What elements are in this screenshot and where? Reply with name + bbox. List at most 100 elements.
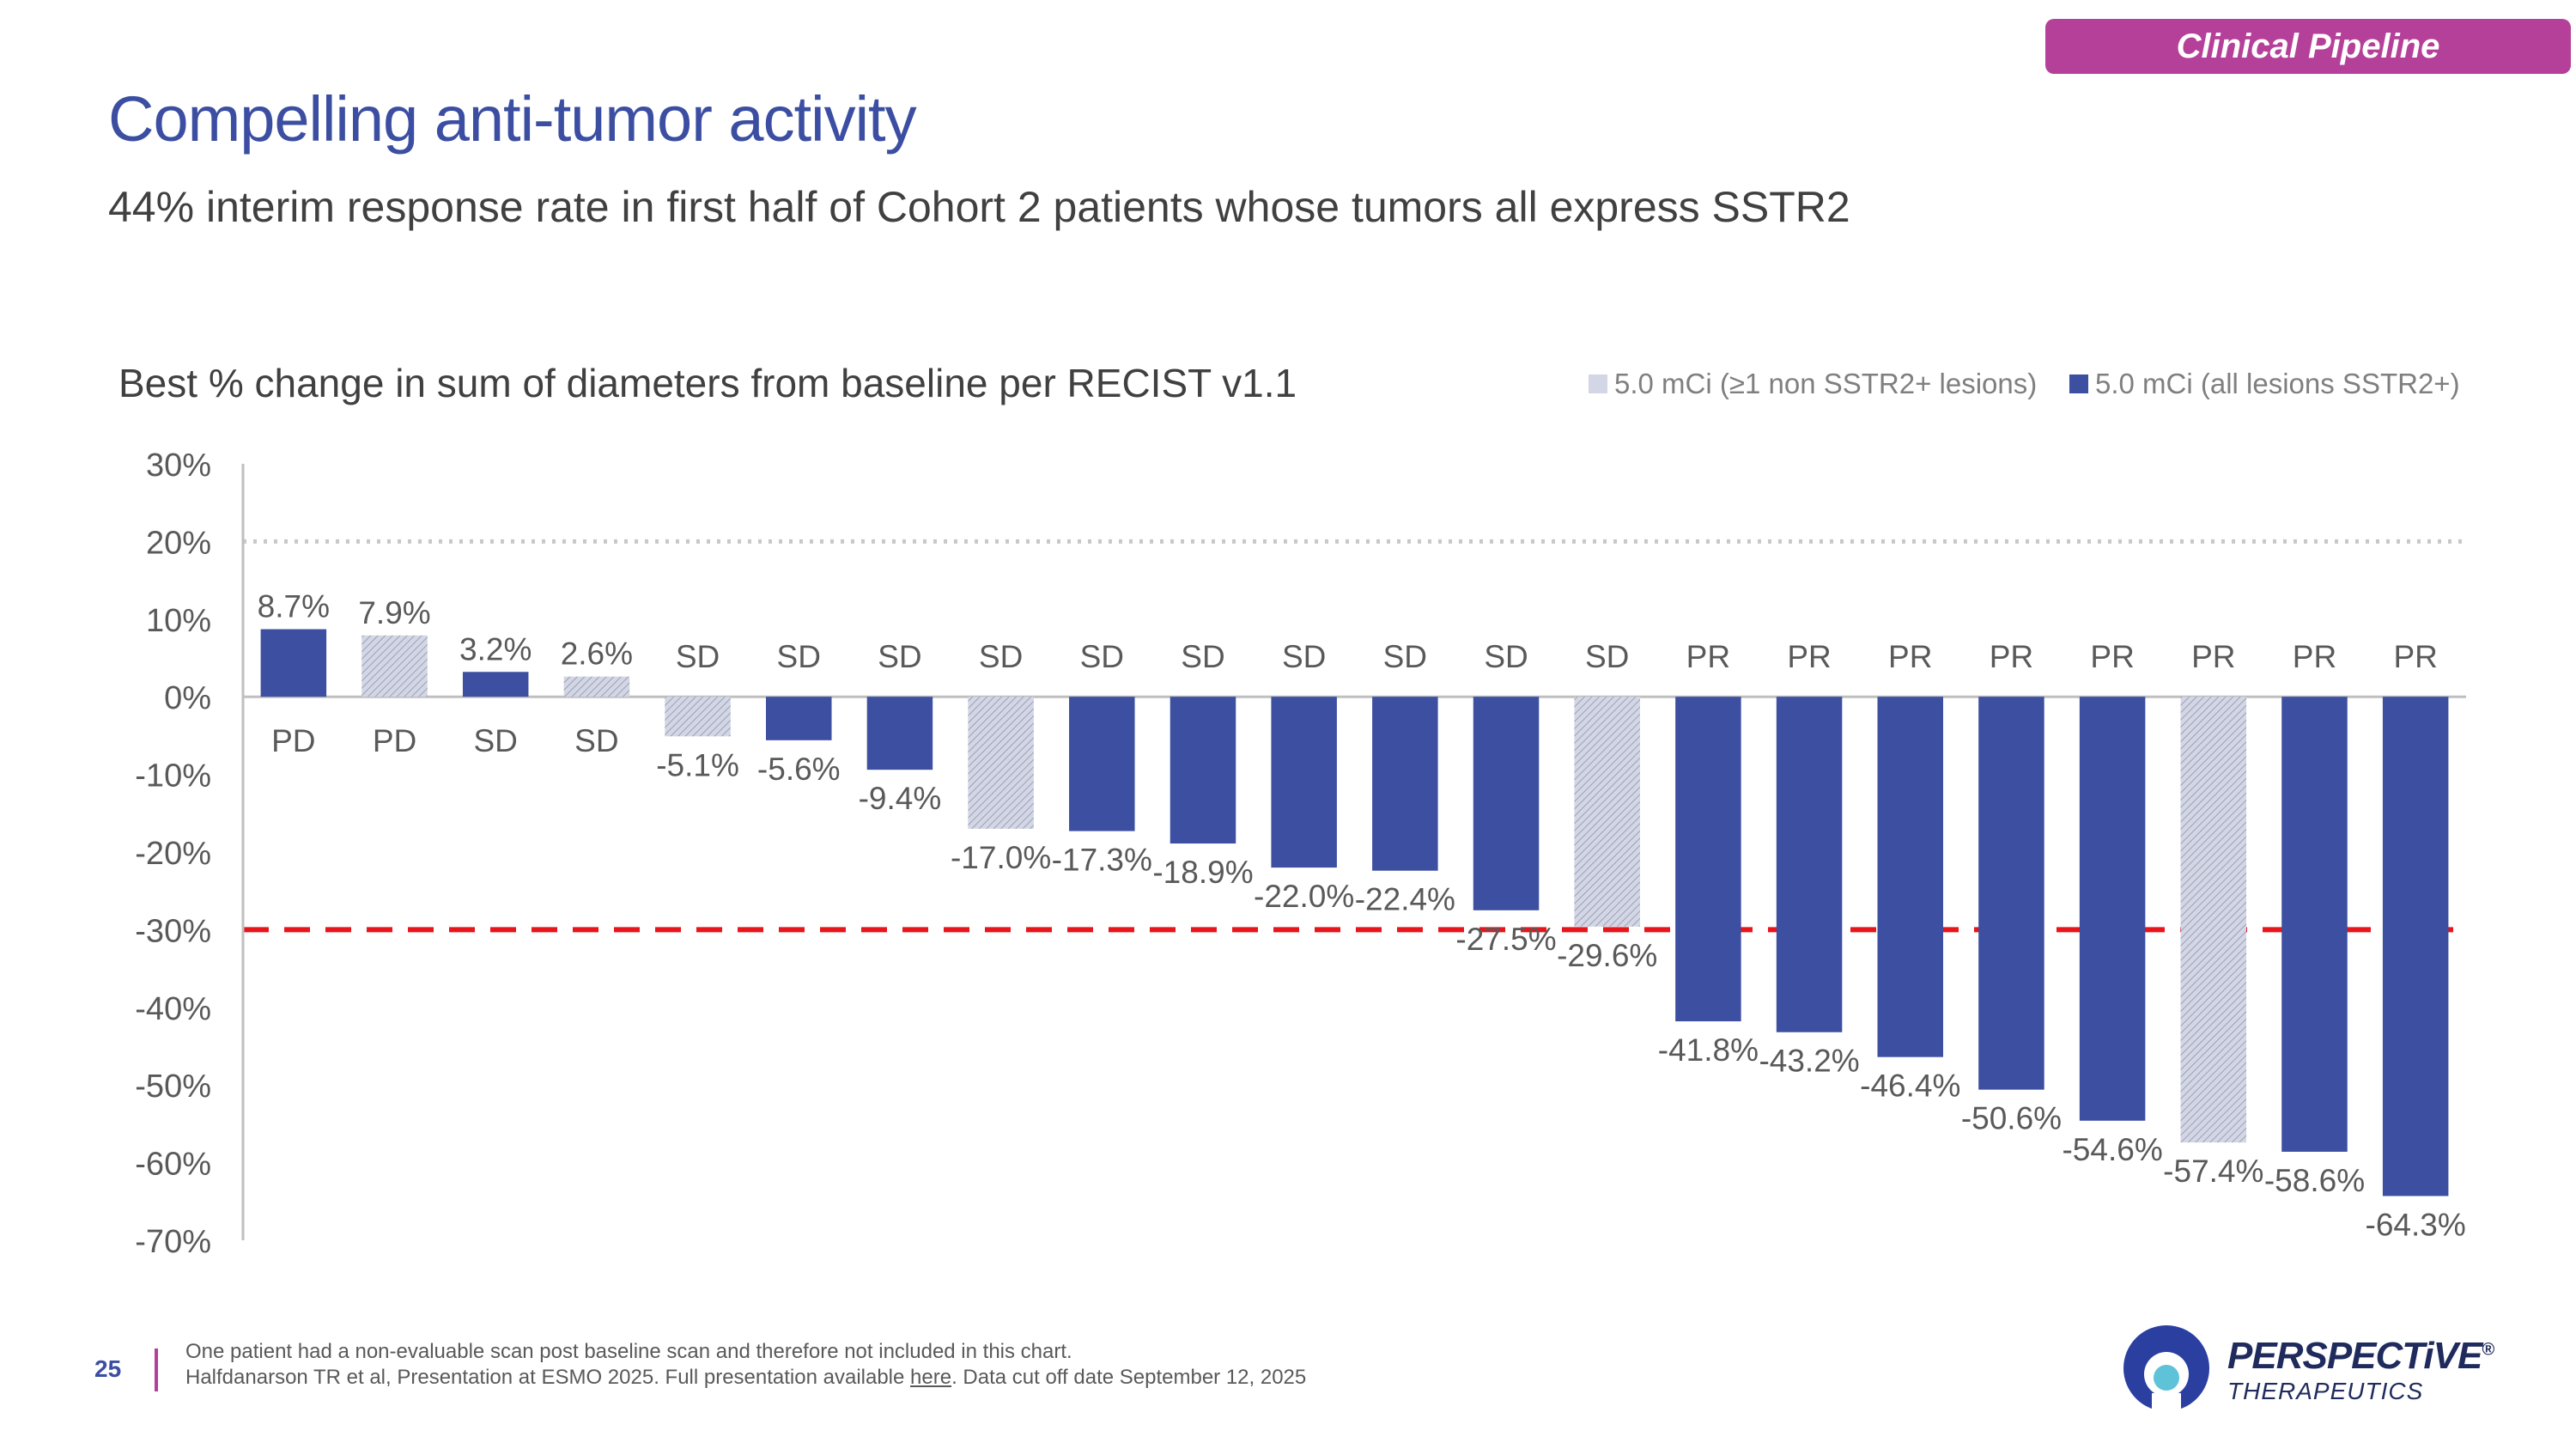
section-tag: Clinical Pipeline <box>2045 19 2571 74</box>
bar <box>1978 697 2044 1090</box>
value-label: -18.9% <box>1152 855 1253 890</box>
legend-swatch-1 <box>2069 374 2088 393</box>
response-label: PR <box>2090 639 2134 674</box>
bar <box>665 697 731 737</box>
bar <box>2079 697 2146 1121</box>
bar <box>1170 697 1236 844</box>
response-label: SD <box>574 723 618 758</box>
y-tick-label: -40% <box>135 991 211 1027</box>
bar <box>1473 697 1540 910</box>
response-label: PR <box>2393 639 2437 674</box>
y-tick-label: -50% <box>135 1068 211 1105</box>
data-labels: 8.7% PD 7.9% PD 3.2% SD 2.6% SD -5.1% SD -5.6% SD -9… <box>258 589 2466 1243</box>
footnote-2-text: Halfdanarson TR et al, Presentation at E… <box>185 1366 911 1389</box>
response-label: PR <box>1990 639 2033 674</box>
response-label: SD <box>1282 639 1326 674</box>
y-tick-label: -30% <box>135 913 211 949</box>
value-label: -54.6% <box>2062 1132 2162 1167</box>
value-label: -41.8% <box>1658 1032 1759 1068</box>
bars <box>260 629 2449 1196</box>
legend-label-0: 5.0 mCi (≥1 non SSTR2+ lesions) <box>1614 368 2037 399</box>
logo-wordmark: PERSPECTiVE® <box>2227 1335 2494 1378</box>
response-label: PD <box>373 723 416 758</box>
response-label: SD <box>1080 639 1124 674</box>
bar <box>866 697 933 770</box>
footnote-2: Halfdanarson TR et al, Presentation at E… <box>185 1366 1306 1390</box>
response-label: PR <box>1888 639 1932 674</box>
bar <box>1675 697 1741 1022</box>
bar <box>1776 697 1843 1032</box>
legend-swatch-0 <box>1589 374 1607 393</box>
response-label: PR <box>2293 639 2336 674</box>
footnote-2-suffix: . Data cut off date September 12, 2025 <box>951 1366 1307 1389</box>
y-tick-label: -60% <box>135 1147 211 1183</box>
bar <box>1372 697 1438 871</box>
bar <box>968 697 1034 829</box>
bar <box>1877 697 1943 1057</box>
value-label: -5.6% <box>757 752 841 787</box>
value-label: -57.4% <box>2163 1154 2263 1189</box>
logo-mark-icon <box>2123 1325 2209 1416</box>
bar <box>2382 697 2449 1196</box>
presentation-link[interactable]: here <box>910 1366 952 1389</box>
response-label: SD <box>878 639 921 674</box>
logo-name: PERSPECTiVE <box>2227 1335 2482 1377</box>
y-tick-label: -20% <box>135 836 211 872</box>
response-label: SD <box>1181 639 1224 674</box>
bar <box>2281 697 2348 1152</box>
value-label: -58.6% <box>2264 1163 2365 1198</box>
value-label: -17.0% <box>951 840 1051 875</box>
logo-registered: ® <box>2482 1340 2494 1360</box>
value-label: -64.3% <box>2366 1207 2466 1242</box>
y-tick-label: -70% <box>135 1224 211 1260</box>
response-label: PR <box>1686 639 1730 674</box>
page-title: Compelling anti-tumor activity <box>108 83 917 155</box>
bar <box>260 629 327 697</box>
y-tick-label: 0% <box>164 680 211 716</box>
response-label: PR <box>2191 639 2235 674</box>
response-label: PR <box>1787 639 1831 674</box>
value-label: 8.7% <box>258 589 330 624</box>
y-tick-label: 30% <box>146 447 211 484</box>
response-label: PD <box>271 723 315 758</box>
value-label: -50.6% <box>1961 1101 2062 1136</box>
y-tick-label: -10% <box>135 758 211 795</box>
value-label: -29.6% <box>1557 938 1657 973</box>
response-label: SD <box>1383 639 1427 674</box>
bar <box>563 676 630 697</box>
response-label: SD <box>474 723 518 758</box>
response-label: SD <box>1484 639 1528 674</box>
bar <box>1574 697 1640 927</box>
response-label: SD <box>676 639 720 674</box>
value-label: -27.5% <box>1455 922 1556 957</box>
response-label: SD <box>777 639 821 674</box>
page-subtitle: 44% interim response rate in first half … <box>108 183 1850 231</box>
legend-label-1: 5.0 mCi (all lesions SSTR2+) <box>2095 368 2460 399</box>
company-logo: PERSPECTiVE® THERAPEUTICS <box>2119 1321 2523 1416</box>
bar <box>462 672 529 697</box>
logo-subtitle: THERAPEUTICS <box>2227 1378 2424 1404</box>
response-label: SD <box>979 639 1023 674</box>
footnote-1: One patient had a non-evaluable scan pos… <box>185 1340 1072 1363</box>
bar <box>361 635 428 697</box>
value-label: -17.3% <box>1052 843 1152 878</box>
value-label: -5.1% <box>656 747 739 782</box>
bar <box>1271 697 1337 868</box>
y-tick-label: 10% <box>146 603 211 639</box>
chart-legend: 5.0 mCi (≥1 non SSTR2+ lesions) 5.0 mCi (… <box>1589 368 2460 399</box>
value-label: -22.0% <box>1254 879 1354 914</box>
bar <box>1069 697 1135 831</box>
y-tick-label: 20% <box>146 525 211 561</box>
response-label: SD <box>1585 639 1629 674</box>
value-label: -9.4% <box>859 781 942 816</box>
bar <box>2180 697 2247 1143</box>
chart-title: Best % change in sum of diameters from b… <box>118 361 1297 405</box>
page-number: 25 <box>94 1355 122 1382</box>
value-label: -43.2% <box>1759 1044 1859 1079</box>
value-label: -46.4% <box>1860 1068 1960 1104</box>
page-divider <box>155 1349 158 1391</box>
value-label: -22.4% <box>1355 882 1455 917</box>
value-label: 2.6% <box>561 636 633 672</box>
bar <box>766 697 832 740</box>
